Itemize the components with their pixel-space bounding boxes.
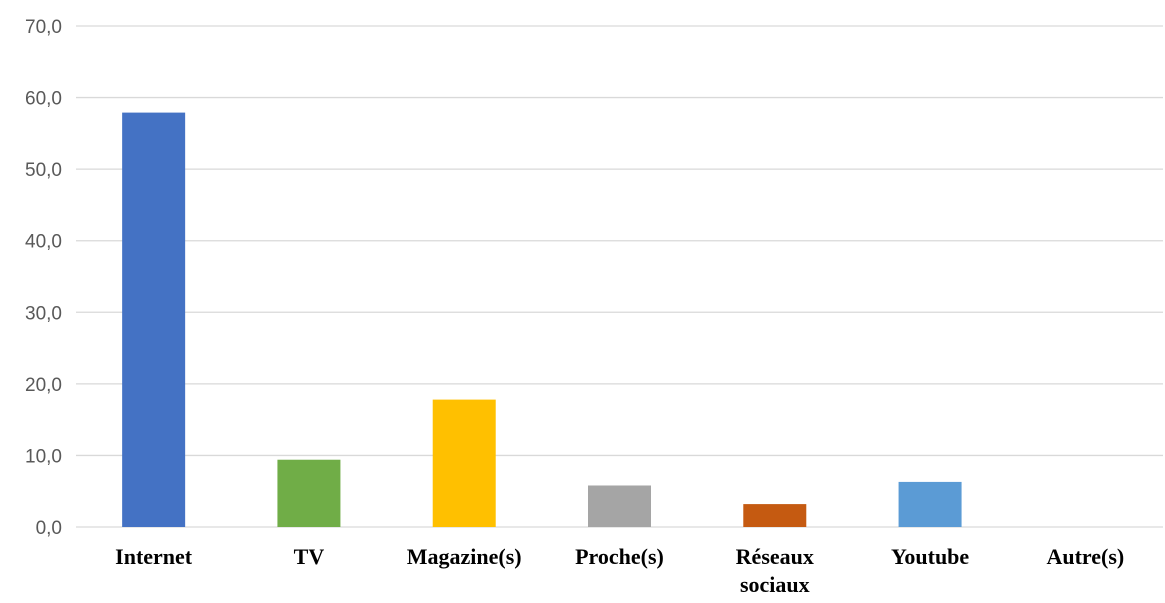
bar (588, 485, 651, 527)
x-tick-label-line: Magazine(s) (407, 544, 522, 569)
x-axis-tick-labels: Internet TV Magazine(s) Proche(s) Réseaux soc… (115, 544, 1124, 597)
gridlines (76, 25, 1163, 528)
y-tick-label: 40,0 (25, 232, 62, 253)
y-tick-label: 70,0 (25, 17, 62, 38)
bar (432, 399, 496, 527)
x-tick-label-line: Internet (115, 544, 193, 569)
x-tick-label-line: Proche(s) (575, 544, 664, 569)
x-tick-label: Proche(s) (575, 544, 664, 569)
x-tick-label-line: Youtube (891, 544, 969, 569)
x-tick-label-line: TV (294, 544, 325, 569)
x-tick-label-line: sociaux (740, 572, 810, 597)
x-tick-label-line: Réseaux (736, 544, 814, 569)
x-tick-label: Internet (115, 544, 193, 569)
x-tick-label: TV (294, 544, 325, 569)
x-tick-label: Réseaux sociaux (736, 544, 814, 597)
y-tick-label: 30,0 (25, 303, 62, 324)
y-tick-label: 50,0 (25, 160, 62, 181)
bar (743, 504, 807, 527)
bar (277, 459, 341, 527)
x-tick-label-line: Autre(s) (1046, 544, 1124, 569)
bars (122, 112, 962, 527)
y-axis-tick-labels: 0,0 10,0 20,0 30,0 40,0 50,0 60,0 70,0 (25, 17, 62, 539)
x-tick-label: Youtube (891, 544, 969, 569)
y-tick-label: 20,0 (25, 375, 62, 396)
x-tick-label: Autre(s) (1046, 544, 1124, 569)
bar (122, 112, 186, 527)
bar (898, 481, 962, 527)
x-tick-label: Magazine(s) (407, 544, 522, 569)
y-tick-label: 60,0 (25, 89, 62, 110)
y-tick-label: 10,0 (25, 446, 62, 467)
y-tick-label: 0,0 (36, 518, 62, 539)
